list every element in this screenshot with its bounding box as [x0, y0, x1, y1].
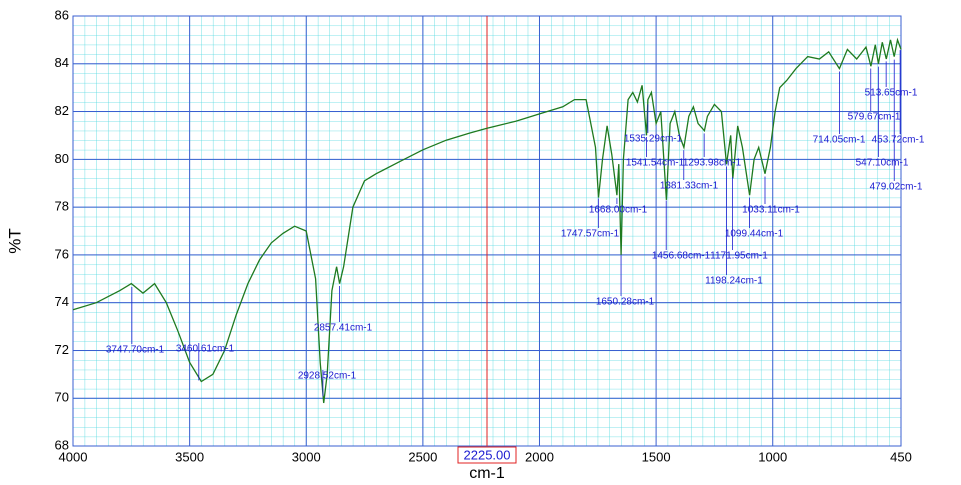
peak-label: 3747.70cm-1: [106, 345, 165, 356]
cursor-label: 2225.00: [464, 447, 511, 462]
peak-label: 1747.57cm-1: [561, 229, 620, 240]
peak-label: 1171.95cm-1: [710, 251, 768, 262]
peak-label: 1456.68cm-1: [652, 251, 711, 262]
peak-label: 3460.61cm-1: [176, 344, 235, 355]
x-tick-label: 450: [890, 449, 912, 464]
spectrum-line: [72, 37, 902, 404]
peak-label: 1381.33cm-1: [660, 181, 719, 192]
peak-label: 479.02cm-1: [870, 182, 923, 193]
peak-label: 1535.29cm-1: [624, 134, 683, 145]
y-tick-label: 74: [55, 294, 69, 309]
x-tick-label: 3000: [292, 449, 321, 464]
peak-label: 2928.52cm-1: [298, 371, 357, 382]
x-axis-label: cm-1: [469, 465, 505, 482]
peak-label: 1293.98cm-1: [683, 158, 742, 169]
y-tick-label: 86: [55, 7, 69, 22]
x-tick-label: 4000: [59, 449, 88, 464]
y-axis-label: %T: [5, 228, 24, 254]
peak-label: 2857.41cm-1: [314, 323, 373, 334]
y-tick-label: 78: [55, 199, 69, 214]
y-tick-label: 84: [55, 55, 69, 70]
x-tick-label: 2000: [525, 449, 554, 464]
peak-label: 1099.44cm-1: [725, 229, 784, 240]
y-tick-label: 82: [55, 103, 69, 118]
y-tick-label: 76: [55, 246, 69, 261]
peak-label: 1541.54cm-1: [626, 158, 685, 169]
peak-label: 1033.11cm-1: [742, 205, 800, 216]
x-tick-label: 3500: [175, 449, 204, 464]
y-tick-label: 70: [55, 390, 69, 405]
y-tick-label: 72: [55, 342, 69, 357]
peak-label: 1650.28cm-1: [596, 297, 655, 308]
y-tick-label: 80: [55, 151, 69, 166]
peak-label: 513.65cm-1: [865, 88, 918, 99]
y-tick-label: 68: [55, 437, 69, 452]
peak-label: 1668.00cm-1: [589, 205, 648, 216]
peak-label: 547.10cm-1: [856, 158, 909, 169]
cursor-box: [457, 446, 517, 464]
x-tick-label: 1000: [758, 449, 787, 464]
peak-label: 579.67cm-1: [848, 112, 901, 123]
peak-label: 714.05cm-1: [813, 135, 866, 146]
peak-label: 453.72cm-1: [872, 135, 925, 146]
peak-label: 1198.24cm-1: [705, 276, 763, 287]
x-tick-label: 2500: [408, 449, 437, 464]
x-tick-label: 1500: [642, 449, 671, 464]
